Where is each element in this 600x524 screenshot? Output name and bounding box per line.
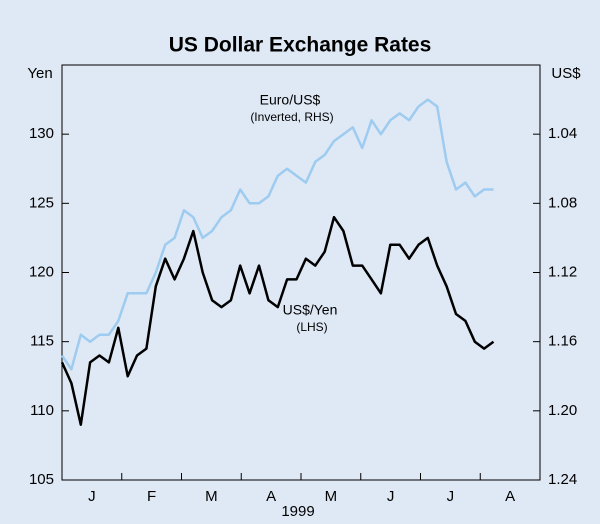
y2-tick-label: 1.16 xyxy=(548,333,577,350)
y-tick-label: 115 xyxy=(30,333,54,350)
series-label: Euro/US$ xyxy=(260,92,321,108)
y-tick-label: 110 xyxy=(30,402,54,419)
y-tick-label: 105 xyxy=(29,471,54,488)
y-axis-label: Yen xyxy=(27,65,52,82)
series-note: (LHS) xyxy=(296,320,327,334)
y2-tick-label: 1.04 xyxy=(548,125,577,142)
series-line xyxy=(60,98,494,371)
y2-tick-label: 1.08 xyxy=(548,194,577,211)
y-tick-label: 130 xyxy=(29,125,54,142)
series-label: US$/Yen xyxy=(283,302,338,318)
x-tick-label: J xyxy=(88,488,96,505)
series-note: (Inverted, RHS) xyxy=(250,110,333,124)
y-tick-label: 120 xyxy=(29,263,54,280)
x-axis-label: 1999 xyxy=(281,503,314,520)
x-tick-label: J xyxy=(447,488,455,505)
y2-tick-label: 1.24 xyxy=(548,471,577,488)
x-tick-label: A xyxy=(266,488,276,505)
y2-axis-label: US$ xyxy=(551,65,581,82)
x-tick-label: A xyxy=(505,488,515,505)
y2-tick-label: 1.20 xyxy=(548,402,577,419)
x-tick-label: M xyxy=(325,488,338,505)
series-line xyxy=(60,215,495,426)
x-tick-label: F xyxy=(147,488,156,505)
x-tick-label: M xyxy=(205,488,218,505)
chart-title: US Dollar Exchange Rates xyxy=(169,34,432,57)
y-tick-label: 125 xyxy=(29,194,54,211)
x-tick-label: J xyxy=(387,488,395,505)
y2-tick-label: 1.12 xyxy=(548,263,577,280)
